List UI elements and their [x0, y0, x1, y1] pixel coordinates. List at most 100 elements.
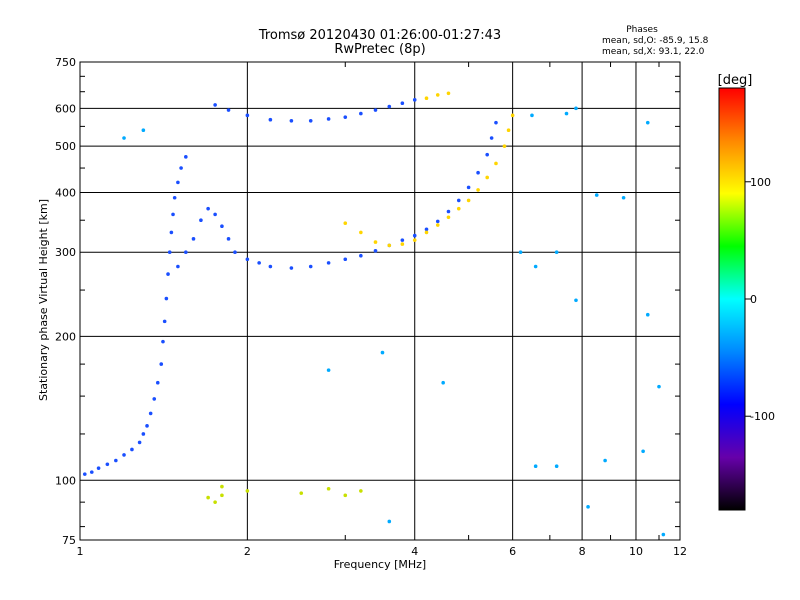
data-point	[466, 198, 471, 203]
data-point	[141, 128, 146, 132]
series-group	[206, 484, 363, 504]
y-tick-label: 75	[62, 534, 76, 547]
y-tick-label: 200	[55, 330, 76, 343]
data-point	[476, 188, 480, 192]
data-point	[435, 93, 440, 97]
data-point	[161, 339, 165, 344]
data-point	[400, 242, 405, 246]
data-point	[441, 380, 445, 385]
chart-subtitle: RwPretec (8p)	[334, 42, 425, 57]
data-point	[574, 106, 578, 111]
data-point	[289, 119, 294, 123]
data-point	[387, 104, 392, 109]
chart-title: Tromsø 20120430 01:26:00-01:27:43	[258, 28, 501, 43]
data-point	[233, 250, 237, 255]
y-tick-label: 400	[55, 186, 76, 199]
data-point	[380, 350, 385, 355]
data-point	[485, 152, 489, 157]
phases-header: Phases	[626, 25, 658, 35]
data-point	[564, 111, 569, 116]
data-point	[172, 195, 177, 200]
x-tick-label: 10	[629, 545, 643, 558]
data-point	[412, 238, 417, 242]
data-point	[299, 491, 304, 495]
data-point	[176, 264, 180, 269]
data-point	[574, 298, 578, 303]
x-tick-label: 4	[411, 545, 418, 558]
data-point	[510, 113, 515, 118]
data-point	[446, 215, 451, 220]
data-point	[220, 493, 224, 498]
data-point	[373, 240, 378, 244]
y-tick-label: 750	[55, 56, 76, 69]
data-point	[466, 185, 471, 190]
data-point	[122, 136, 126, 140]
grid	[80, 62, 680, 540]
series-group	[176, 120, 498, 270]
data-point	[446, 91, 451, 96]
data-point	[343, 493, 348, 498]
data-point	[456, 206, 461, 211]
colorbar-ticks: 100 0 -100	[745, 176, 775, 423]
x-tick-label: 6	[509, 545, 516, 558]
data-point	[141, 432, 146, 436]
data-point	[343, 221, 348, 226]
data-point	[220, 224, 224, 229]
data-point	[169, 230, 174, 235]
colorbar-tick-label: -100	[750, 410, 775, 423]
data-point	[359, 489, 363, 493]
data-points	[82, 91, 666, 537]
phases-o-stats: mean, sd,O: -85.9, 15.8	[602, 36, 709, 46]
data-point	[343, 115, 348, 119]
x-tick-label: 1	[77, 545, 84, 558]
data-point	[594, 193, 599, 197]
data-point	[359, 230, 363, 235]
data-point	[96, 466, 101, 470]
data-point	[268, 264, 273, 269]
data-point	[308, 264, 313, 269]
data-point	[424, 227, 429, 232]
data-point	[191, 237, 196, 241]
data-point	[621, 195, 626, 200]
data-point	[289, 266, 294, 270]
data-point	[533, 464, 538, 469]
data-point	[122, 453, 126, 457]
data-point	[387, 519, 392, 524]
data-point	[245, 257, 250, 262]
series-group	[213, 98, 417, 123]
colorbar: [deg] 100 0 -100	[718, 73, 775, 511]
data-point	[326, 486, 331, 491]
data-point	[245, 489, 250, 493]
data-point	[226, 108, 231, 112]
data-point	[554, 250, 559, 255]
data-point	[155, 380, 160, 385]
data-point	[412, 98, 417, 102]
data-point	[220, 484, 224, 489]
data-point	[326, 117, 331, 121]
data-point	[213, 500, 217, 504]
data-point	[343, 257, 348, 262]
data-point	[184, 155, 188, 159]
data-point	[645, 312, 650, 317]
data-point	[326, 368, 331, 372]
data-point	[268, 117, 273, 122]
series-group	[82, 155, 188, 476]
y-tick-label: 600	[55, 102, 76, 115]
x-tick-label: 2	[244, 545, 251, 558]
data-point	[359, 111, 363, 116]
data-point	[167, 250, 172, 255]
data-point	[476, 170, 480, 175]
data-point	[518, 250, 523, 255]
data-point	[199, 218, 203, 223]
data-point	[387, 243, 392, 248]
x-tick-label: 8	[579, 545, 586, 558]
data-point	[162, 319, 167, 324]
colorbar-tick-label: 0	[750, 293, 757, 306]
data-point	[494, 161, 498, 166]
data-point	[257, 261, 261, 265]
data-point	[533, 264, 538, 269]
data-point	[359, 253, 363, 258]
data-point	[424, 230, 429, 235]
